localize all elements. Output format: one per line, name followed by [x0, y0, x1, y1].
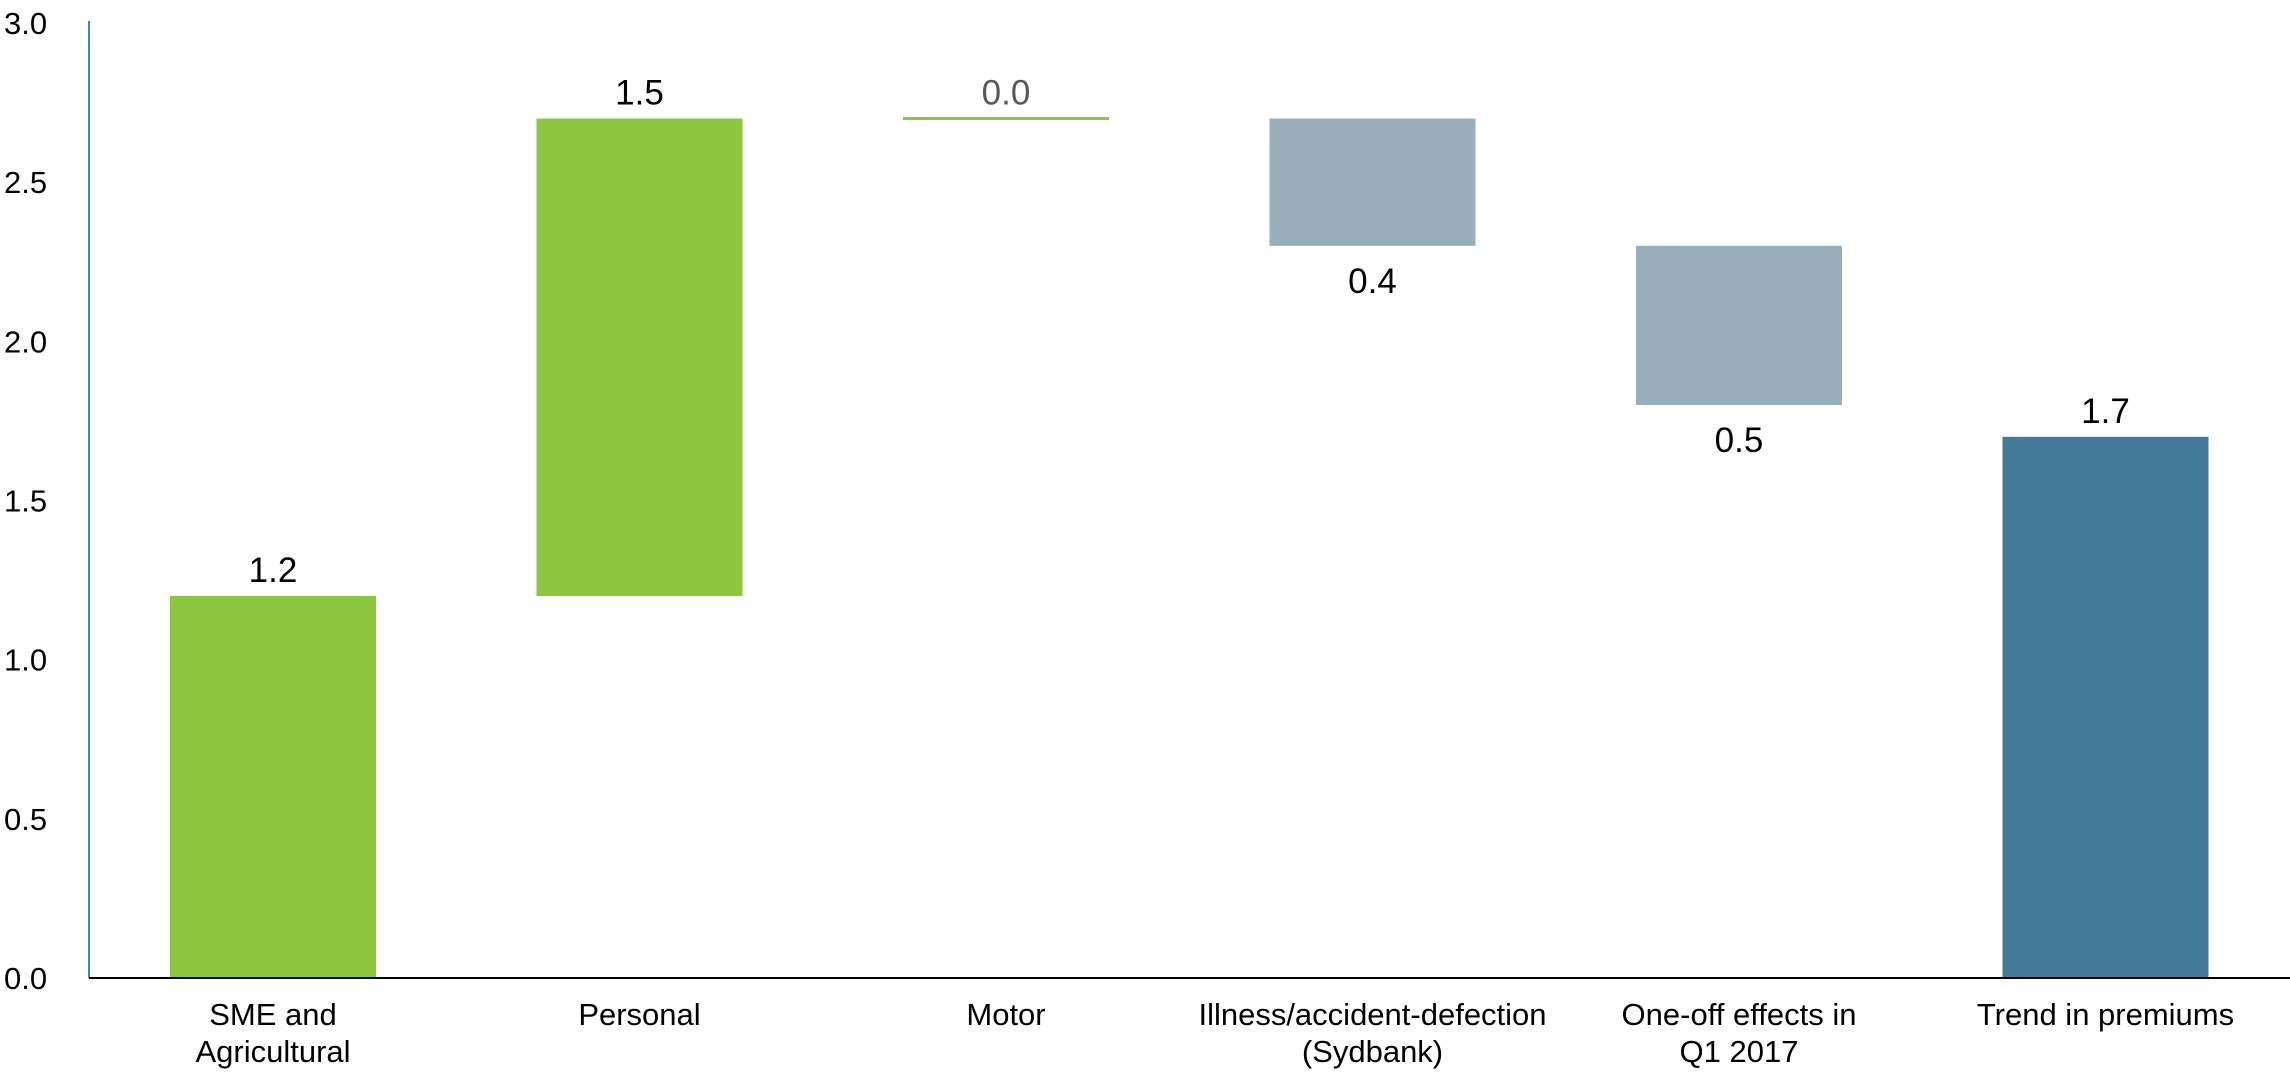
y-tick-label: 3.0: [4, 6, 47, 41]
data-label: 1.5: [615, 74, 664, 113]
x-category-label: Motor: [966, 997, 1045, 1032]
x-category-label: Agricultural: [195, 1034, 350, 1069]
data-label: 1.2: [249, 551, 298, 590]
x-category-label: Personal: [578, 997, 700, 1032]
y-tick-label: 0.0: [4, 961, 47, 996]
bars-group: [170, 117, 2209, 978]
bar: [170, 596, 376, 978]
x-category-label: (Sydbank): [1302, 1034, 1443, 1069]
data-labels-group: 1.2 1.5 0.0 0.4 0.5 1.7: [249, 74, 2130, 591]
axes-group: [88, 21, 2290, 979]
bar: [536, 118, 743, 596]
data-label: 0.0: [982, 74, 1031, 113]
x-category-label: One-off effects in: [1622, 997, 1857, 1032]
x-category-label: Q1 2017: [1680, 1034, 1799, 1069]
y-axis-ticks: 0.0 0.5 1.0 1.5 2.0 2.5 3.0: [4, 6, 47, 996]
y-tick-label: 2.0: [4, 324, 47, 359]
data-label: 0.5: [1715, 421, 1764, 460]
x-category-label: Trend in premiums: [1977, 997, 2234, 1032]
data-label: 0.4: [1348, 262, 1397, 301]
data-label: 1.7: [2081, 392, 2130, 431]
bar: [2002, 436, 2209, 978]
x-category-label: Illness/accident-defection: [1198, 997, 1546, 1032]
y-tick-label: 1.0: [4, 643, 47, 678]
y-tick-label: 0.5: [4, 802, 47, 837]
bar: [1636, 245, 1842, 405]
y-tick-label: 2.5: [4, 165, 47, 200]
y-tick-label: 1.5: [4, 484, 47, 519]
x-category-label: SME and: [209, 997, 337, 1032]
bar: [1269, 118, 1476, 246]
